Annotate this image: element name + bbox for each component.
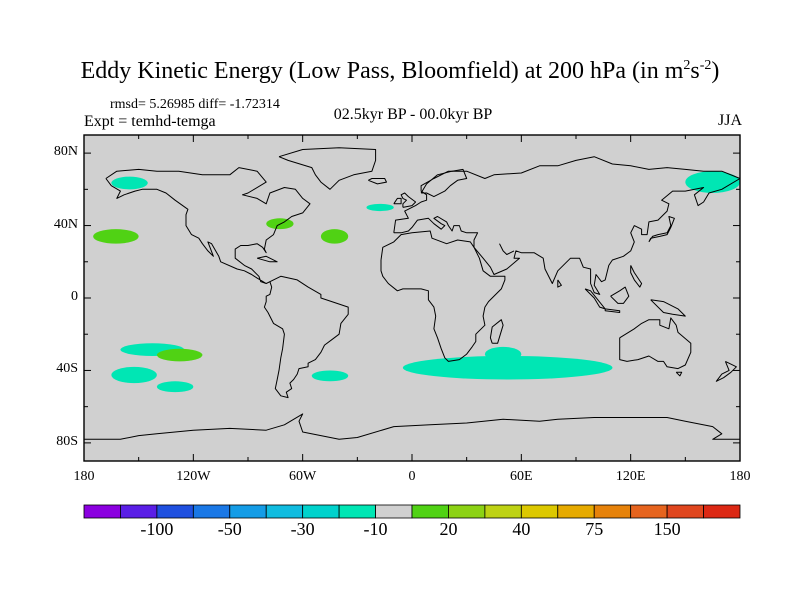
- colorbar-swatch: [302, 504, 340, 519]
- anomaly-south-pacific-subtropical: [156, 348, 203, 362]
- anomaly-north-pacific-east: [111, 176, 148, 190]
- coastline-africa: [380, 230, 506, 362]
- coastline-philippines: [630, 265, 643, 288]
- coastline-arabia-gulf: [499, 243, 515, 255]
- coastline-eurasia: [393, 156, 741, 295]
- coastline-north-america: [105, 167, 311, 284]
- colorbar-label: -30: [290, 519, 315, 539]
- colorbar-swatch: [120, 504, 158, 519]
- lon-label: 180: [73, 469, 95, 484]
- colorbar-swatch: [448, 504, 486, 519]
- lon-label: 180: [729, 469, 751, 484]
- coastline-sri-lanka: [557, 279, 562, 288]
- coastline-ireland: [393, 197, 402, 205]
- statistics-label: rmsd= 5.26985 diff= -1.72314: [110, 97, 280, 112]
- anomaly-south-atlantic-west: [311, 370, 349, 382]
- season-label: JJA: [717, 112, 742, 129]
- colorbar-swatch: [265, 504, 304, 519]
- period-label: 02.5kyr BP - 00.0kyr BP: [333, 106, 493, 123]
- lat-label: 80N: [53, 144, 78, 160]
- colorbar-swatch: [156, 504, 194, 519]
- colorbar-swatch: [557, 504, 595, 519]
- colorbar-label: -50: [217, 519, 242, 539]
- colorbar-swatch: [484, 504, 522, 519]
- lon-label: 60W: [289, 469, 317, 484]
- lon-label: 60E: [510, 469, 533, 484]
- coastline-iceland: [368, 178, 387, 185]
- coastline-cuba: [256, 255, 278, 263]
- coastline-tasmania: [675, 371, 683, 377]
- anomaly-north-pacific-subtropical: [93, 229, 139, 244]
- coastline-antarctica: [84, 413, 740, 440]
- anomaly-south-pacific-mid: [156, 381, 194, 393]
- lat-label: 80S: [56, 433, 78, 449]
- colorbar-label: -100: [140, 519, 174, 539]
- experiment-label: Expt = temhd-temga: [84, 113, 216, 130]
- axis-ticks: [83, 135, 741, 461]
- colorbar-swatch: [593, 504, 632, 519]
- anomaly-south-indian-ocean: [402, 355, 613, 380]
- coastline-madagascar: [489, 319, 504, 344]
- colorbar-swatch: [520, 504, 559, 519]
- coastlines: [84, 147, 741, 440]
- colorbar-label: 150: [653, 519, 681, 539]
- colorbar-label: 20: [439, 519, 458, 539]
- lon-label: 120W: [176, 469, 211, 484]
- anomaly-north-pacific-west: [685, 171, 741, 193]
- coastline-new-zealand: [715, 360, 737, 382]
- lon-label: 0: [408, 469, 416, 484]
- coastline-australia: [619, 317, 692, 370]
- colorbar-swatch: [83, 504, 121, 519]
- map-plot-area: [83, 134, 741, 462]
- coastline-scandinavia: [420, 168, 468, 198]
- plot-title: Eddy Kinetic Energy (Low Pass, Bloomfiel…: [80, 58, 720, 84]
- colorbar-swatch: [411, 504, 449, 519]
- coastline-sumatra: [584, 288, 606, 310]
- coastline-japan: [648, 216, 675, 243]
- anomaly-south-pacific-east: [111, 366, 157, 384]
- ocean-background: [84, 135, 740, 461]
- colorbar-swatch: [375, 504, 413, 519]
- anomaly-south-of-madagascar: [484, 346, 522, 362]
- anomaly-north-atlantic-mid: [320, 229, 349, 244]
- coastline-south-america: [263, 275, 349, 399]
- colorbar: [83, 504, 741, 519]
- colorbar-swatch: [229, 504, 267, 519]
- lat-label: 40N: [53, 216, 78, 232]
- colorbar-swatch: [703, 504, 741, 519]
- colorbar-swatch: [192, 504, 231, 519]
- anomaly-shading: [93, 171, 741, 393]
- colorbar-label: 40: [512, 519, 531, 539]
- colorbar-swatch: [630, 504, 668, 519]
- colorbar-swatch: [666, 504, 704, 519]
- coastline-britain: [400, 192, 417, 208]
- coastline-new-guinea: [650, 299, 686, 317]
- coastline-java: [604, 308, 621, 313]
- lat-label: 40S: [56, 361, 78, 377]
- coastline-greenland: [278, 147, 377, 190]
- colorbar-swatch: [338, 504, 376, 519]
- lon-label: 120E: [615, 469, 646, 484]
- anomaly-north-atlantic: [366, 203, 394, 212]
- coastline-borneo: [610, 286, 630, 304]
- colorbar-label: 75: [585, 519, 604, 539]
- colorbar-label: -10: [363, 519, 388, 539]
- lat-label: 0: [71, 289, 78, 304]
